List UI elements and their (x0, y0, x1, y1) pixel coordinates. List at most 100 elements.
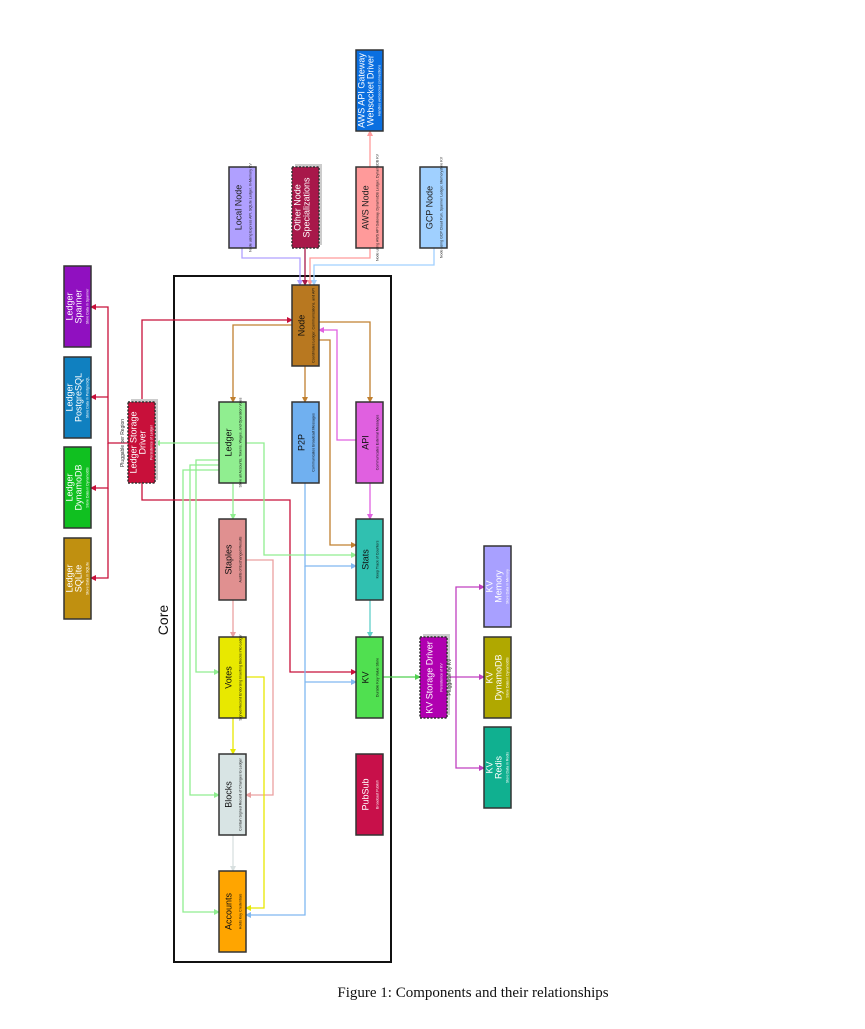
box (419, 636, 448, 719)
title-line: KV (485, 761, 495, 773)
box (218, 518, 247, 601)
component-node: Node Coordinates Ledger, Communications, … (291, 284, 320, 367)
edge-ledger-driver (90, 488, 109, 581)
component-other-node: Other NodeSpecializations (291, 164, 322, 249)
component-boxes: AWS API GatewayWebsocket Driver Handles w… (63, 49, 512, 953)
edge-aws (307, 248, 371, 286)
box (483, 545, 512, 628)
box (63, 265, 92, 348)
edge-p2p (245, 566, 306, 918)
component-subtitle: Communicates External Messages (376, 415, 380, 471)
component-kv-redis: KVRedis Store Data in Redis (483, 726, 512, 809)
component-subtitle: Store Data in DynamoDB (506, 657, 510, 698)
title-line: KV (485, 580, 495, 592)
edge-node (230, 324, 292, 403)
component-subtitle: Durable Key Value Store (376, 658, 380, 697)
component-subtitle: Store Data in Spanner (86, 288, 90, 324)
title-line: Driver (138, 430, 148, 454)
component-title: Stats (361, 549, 371, 570)
component-title: Local Node (234, 185, 244, 231)
component-title: Blocks (224, 781, 234, 808)
edge-node (319, 339, 357, 548)
box (218, 753, 247, 836)
box (63, 446, 92, 529)
title-line: SQLite (74, 565, 84, 593)
component-title: Staples (224, 544, 234, 575)
title-line: PostgreSQL (74, 373, 84, 422)
component-aws-node: AWS Node Node using AWS API Gateway, Dyna… (355, 153, 384, 261)
title-line: KV (485, 671, 495, 683)
title-line: Specializations (302, 177, 312, 238)
component-subtitle: Contain Signed Record of Changes to Ledg… (239, 757, 243, 831)
box (355, 49, 384, 132)
component-title: Accounts (224, 892, 234, 930)
component-subtitle: Store all Accounts, Tokens, Wages, and O… (239, 397, 243, 487)
title-line: KV (361, 671, 371, 683)
component-subtitle: Audits of Exchanged Results (239, 536, 243, 582)
component-title: GCP Node (425, 186, 435, 229)
title-line: DynamoDB (494, 654, 504, 700)
box (291, 284, 320, 367)
edge-ledger (195, 459, 220, 675)
title-line: Ledger (65, 383, 75, 411)
component-subtitle: Store Data in SQLite (86, 562, 90, 595)
title-line: Accounts (224, 892, 234, 930)
title-line: P2P (297, 434, 307, 451)
figure-caption: Figure 1: Components and their relations… (337, 985, 609, 1001)
component-subtitle: Coordinates Ledger, Communications, and … (312, 288, 316, 363)
component-subtitle: Persistence of KV (440, 663, 444, 692)
title-line: DynamoDB (74, 464, 84, 510)
title-line: Other Node (293, 184, 303, 231)
title-line: Ledger (65, 564, 75, 592)
component-ledger-driver: Ledger StorageDriver Persistence of Ledge… (127, 399, 158, 484)
title-line: Ledger Storage (129, 411, 139, 473)
component-ledger: Ledger Store all Accounts, Tokens, Wages,… (218, 397, 247, 487)
component-gcp-node: GCP Node Node using GCP Cloud Run, Spanne… (419, 156, 448, 258)
component-subtitle: Persistence of Ledger (150, 424, 154, 460)
component-p2p: P2P Communicates Broadcast Messages (291, 401, 320, 484)
box (355, 753, 384, 836)
component-ledger-postgres: LedgerPostgreSQL Store Data in PostgreSQL (63, 356, 92, 439)
component-ledger-spanner: LedgerSpanner Store Data in Spanner (63, 265, 92, 348)
kv-driver-note: Pluggable by KV (447, 658, 453, 696)
component-title: API (361, 435, 371, 450)
edge-votes (245, 676, 265, 911)
title-line: Websocket Driver (366, 55, 376, 126)
component-subtitle: Store Data in Redis (506, 752, 510, 783)
component-title: KV (361, 671, 371, 683)
component-stats: Stats Keep Track of Counters (355, 518, 384, 601)
edge-kv-driver (447, 584, 485, 678)
title-line: AWS API Gateway (357, 53, 367, 128)
box (355, 166, 384, 249)
box (355, 518, 384, 601)
component-kv: KV Durable Key Value Store (355, 636, 384, 719)
component-subtitle: Handles websocket connections (378, 65, 382, 117)
component-title: KVMemory (485, 570, 504, 603)
box (218, 870, 247, 953)
component-votes: Votes Signed Record Endorsing Inserting B… (218, 634, 247, 721)
component-subtitle: Communicates Broadcast Messages (312, 413, 316, 472)
edge-ledger-driver (90, 304, 128, 444)
title-line: Local Node (234, 185, 244, 231)
component-api: API Communicates External Messages (355, 401, 384, 484)
title-line: Memory (494, 570, 504, 603)
title-line: Spanner (74, 289, 84, 323)
component-ledger-sqlite: LedgerSQLite Store Data in SQLite (63, 537, 92, 620)
component-title: AWS API GatewayWebsocket Driver (357, 53, 376, 128)
box (291, 401, 320, 484)
title-line: Ledger (65, 292, 75, 320)
edge-node (319, 321, 373, 403)
component-title: KV Storage Driver (425, 641, 435, 714)
edge-ledger-driver (90, 443, 109, 491)
component-subtitle: Node using GCP Cloud Run, Spanner Ledger… (440, 156, 444, 258)
edge-ledger (246, 442, 357, 558)
component-kv-memory: KVMemory Store Data in Memory (483, 545, 512, 628)
core-boundary (173, 275, 392, 963)
component-subtitle: Signed Record Endorsing Inserting Blocks… (239, 634, 243, 721)
edge-ledger (189, 464, 220, 798)
title-line: PubSub (361, 778, 371, 810)
box (355, 401, 384, 484)
title-line: Redis (494, 755, 504, 779)
title-line: Node (297, 315, 307, 337)
